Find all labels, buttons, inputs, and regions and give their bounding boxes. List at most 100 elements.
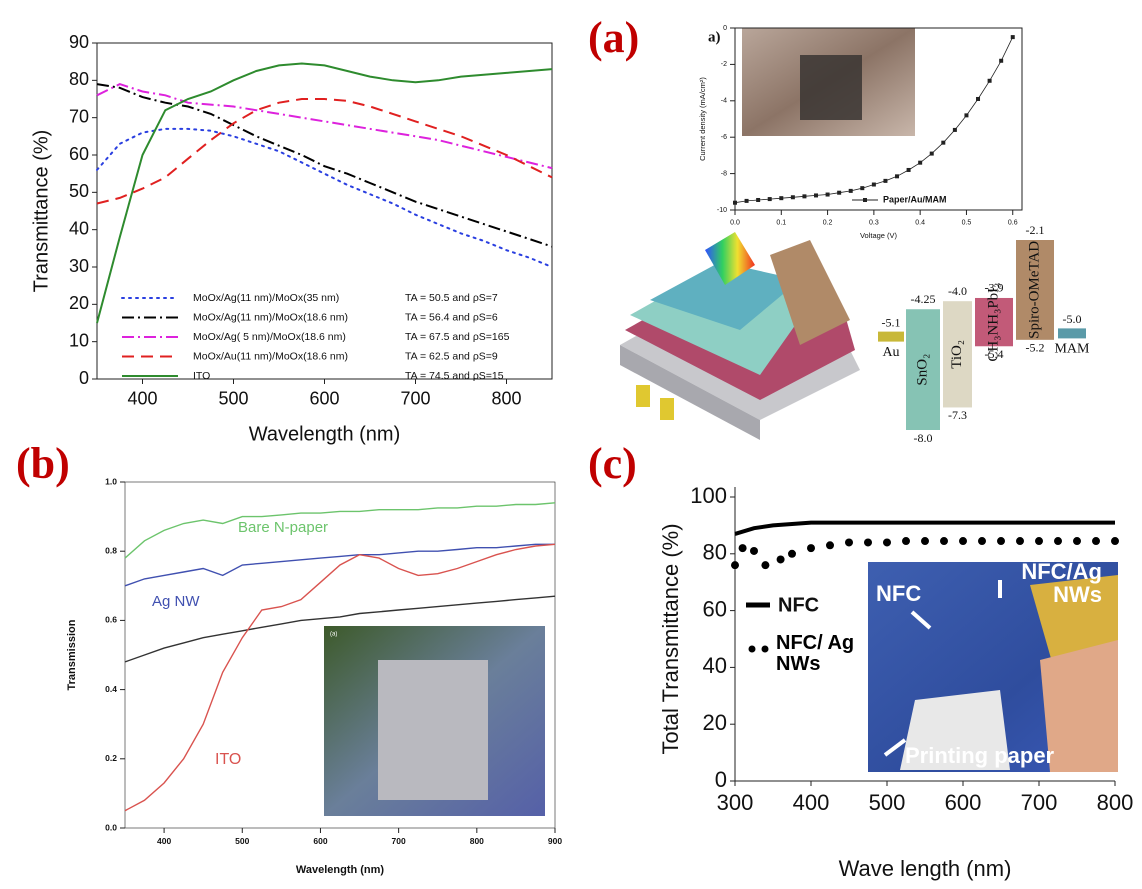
photo-hand [1040, 640, 1118, 772]
data-line [96, 62, 553, 324]
level-value: -5.0 [1063, 312, 1082, 326]
panel-label: (c) [588, 439, 637, 488]
data-point [987, 78, 992, 83]
y-tick-label: 20 [703, 710, 727, 735]
data-point [895, 174, 900, 179]
layer-name: CH₃NH₃PbI₃ [985, 283, 1001, 362]
data-point [918, 160, 923, 165]
energy-band [943, 301, 972, 408]
y-tick-label: -10 [717, 207, 727, 214]
legend-label: MoOx/Au(11 nm)/MoOx(18.6 nm) [193, 350, 348, 362]
data-point [837, 190, 842, 195]
data-point [845, 538, 853, 547]
y-tick-label: 90 [69, 32, 89, 52]
level-value: -5.2 [1026, 341, 1045, 355]
legend-note: TA = 67.5 and ρS=165 [405, 331, 510, 343]
y-tick-label: 1.0 [105, 476, 117, 486]
data-point [790, 195, 795, 200]
data-point [814, 193, 819, 198]
x-tick-label: 700 [392, 836, 406, 846]
photo-annotation: NFC/Ag NWs [1021, 559, 1102, 608]
series-label: Bare N-paper [238, 519, 328, 536]
data-line [124, 543, 555, 587]
y-tick-label: 40 [69, 218, 89, 238]
data-point [788, 549, 796, 558]
legend-note: TA = 56.4 and ρS=6 [405, 311, 498, 323]
data-point [999, 58, 1004, 63]
data-point [1111, 537, 1119, 546]
legend-swatch [863, 198, 867, 202]
data-point [1010, 35, 1015, 40]
data-point [776, 555, 785, 564]
photo-device [378, 660, 488, 800]
inset-label: (a) [330, 632, 337, 638]
panel-label: (b) [16, 439, 70, 488]
data-point [733, 200, 737, 205]
y-axis-label: Current density (mA/cm²) [698, 77, 707, 161]
legend-note: TA = 50.5 and ρS=7 [405, 292, 498, 304]
data-point [941, 140, 946, 145]
x-tick-label: 0.4 [915, 220, 925, 227]
y-tick-label: 70 [69, 106, 89, 126]
legend-label: NFC/ Ag NWs [776, 632, 855, 675]
energy-band [906, 309, 940, 430]
data-point [825, 192, 830, 197]
x-tick-label: 0.5 [962, 220, 972, 227]
y-tick-label: -8 [721, 170, 727, 177]
data-point [744, 198, 749, 203]
chart: 0.0 0.2 0.4 0.6 0.8 1.0 400 500 600 700 800 900 Tran… [66, 476, 562, 876]
x-tick-label: 500 [869, 790, 906, 815]
y-tick-label: 50 [69, 181, 89, 201]
plot-frame [124, 481, 556, 829]
plot-frame [734, 27, 1023, 211]
panel-label: (a) [588, 13, 639, 62]
x-tick-label: 800 [1097, 790, 1134, 815]
data-point [1073, 537, 1081, 546]
photo-device [800, 55, 862, 120]
x-tick-label: 0.1 [776, 220, 786, 227]
data-point [940, 537, 948, 546]
data-point [826, 541, 834, 550]
x-tick-label: 400 [157, 836, 171, 846]
x-tick-label: 0.0 [730, 220, 740, 227]
photo-paper [900, 690, 1010, 770]
x-tick-label: 400 [127, 388, 157, 408]
level-value: -4.0 [948, 284, 967, 298]
legend-label: MoOx/Ag(11 nm)/MoOx(35 nm) [193, 292, 339, 304]
layer-name: MAM [1054, 342, 1090, 357]
data-line [96, 83, 553, 170]
legend-note: TA = 74.5 and ρS=15 [405, 370, 504, 382]
y-tick-label: 0.4 [105, 684, 117, 694]
data-point [802, 194, 807, 199]
data-line [96, 98, 553, 205]
plot-frame [96, 42, 553, 380]
data-point [756, 197, 761, 202]
data-line [734, 520, 1115, 536]
data-point [964, 113, 969, 118]
photo-annotation: NFC [876, 581, 922, 606]
x-tick-label: 0.6 [1008, 220, 1018, 227]
series-label: Ag NW [152, 593, 200, 610]
chart-title: a) [708, 29, 721, 45]
data-point [929, 151, 934, 156]
data-point [1092, 537, 1100, 546]
layer-name: Au [882, 345, 899, 360]
x-tick-label: 900 [548, 836, 562, 846]
y-tick-label: 10 [69, 330, 89, 350]
x-tick-label: 0.2 [823, 220, 833, 227]
data-point [864, 538, 872, 547]
level-value: -5.4 [985, 347, 1004, 361]
legend-label: Paper/Au/MAM [883, 194, 947, 204]
data-point [902, 537, 910, 546]
layer-name: Spiro-OMeTAD [1026, 241, 1042, 339]
series-label: ITO [215, 751, 241, 768]
x-tick-label: 600 [309, 388, 339, 408]
x-tick-label: 700 [1021, 790, 1058, 815]
y-tick-label: 60 [69, 144, 89, 164]
legend-label: NFC [778, 594, 819, 616]
y-tick-label: 0 [715, 767, 727, 792]
x-axis-label: Wavelength (nm) [249, 423, 401, 445]
chart: 0 20 40 60 80 100 300 400 500 600 700 800 Total Tran… [658, 483, 1134, 881]
